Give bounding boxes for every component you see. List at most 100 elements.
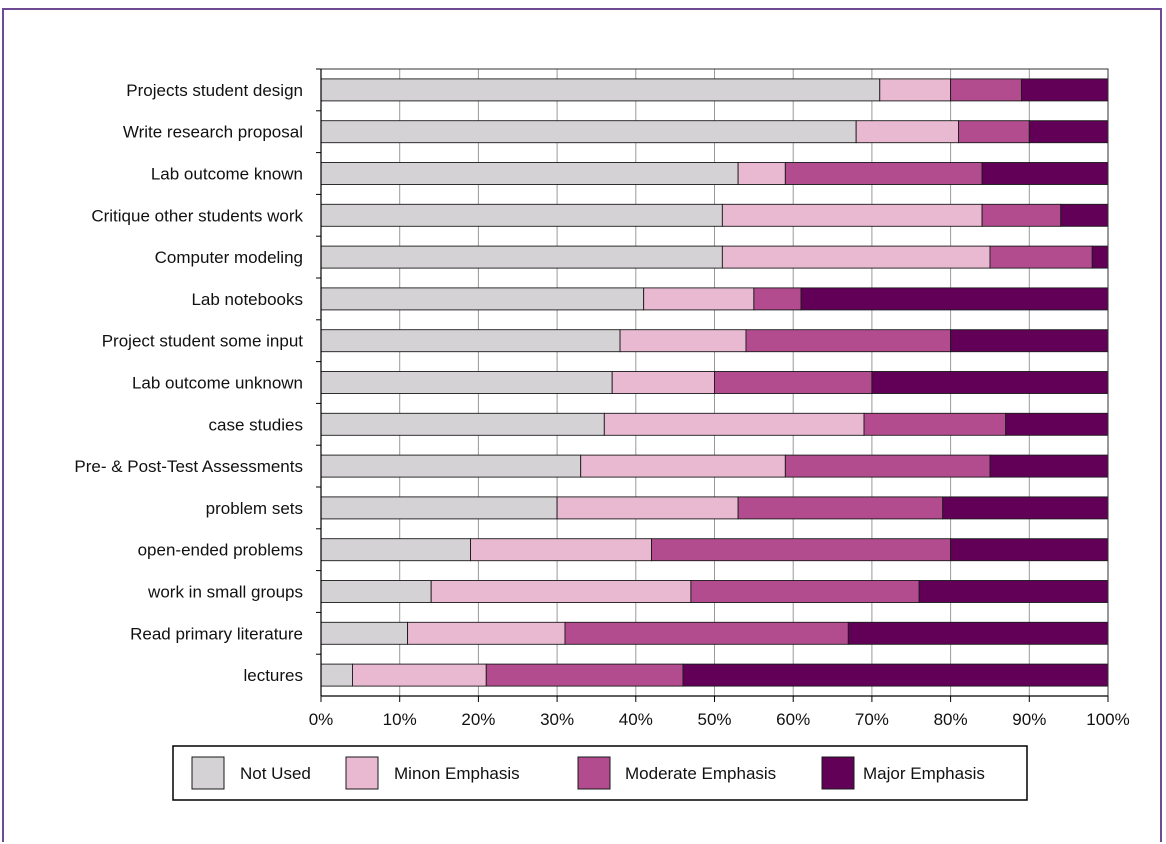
bar-segment [643, 287, 755, 311]
bar-segment [651, 538, 952, 562]
category-label: work in small groups [147, 583, 303, 602]
x-tick-label: 10% [383, 710, 417, 729]
legend-label: Major Emphasis [863, 764, 985, 783]
category-label: Pre- & Post-Test Assessments [74, 457, 303, 476]
bar-segment [690, 580, 920, 603]
bar-segment [320, 580, 432, 603]
bar-segment [320, 245, 723, 269]
bar-segment [320, 538, 471, 562]
category-label: Critique other students work [91, 206, 303, 225]
category-label: Lab notebooks [191, 290, 303, 309]
x-tick-label: 20% [461, 710, 495, 729]
x-tick-label: 60% [776, 710, 810, 729]
x-tick-label: 40% [619, 710, 653, 729]
bar-segment [320, 329, 621, 353]
bar-segment [603, 412, 865, 436]
bar-segment [320, 287, 645, 311]
bar-segment [1020, 78, 1109, 102]
legend-swatch [345, 756, 379, 790]
stacked-bar-chart: Projects student design Write research pr… [74, 68, 1130, 801]
bar-segment [320, 120, 857, 144]
bar-segment [989, 245, 1093, 269]
bar-segment [784, 454, 991, 478]
x-tick-label: 30% [540, 710, 574, 729]
bar-segment [714, 371, 873, 394]
category-label: Computer modeling [155, 248, 303, 267]
bar-segment [564, 621, 849, 645]
x-tick-label: 0% [309, 710, 334, 729]
bar-segment [430, 580, 692, 603]
bar-segment [1028, 120, 1109, 144]
bars [320, 78, 1109, 687]
legend-label: Minon Emphasis [394, 764, 520, 783]
bar-segment [721, 203, 983, 227]
legend-label: Not Used [240, 764, 311, 783]
bar-segment [753, 287, 802, 311]
bar-segment [485, 663, 684, 687]
bar-segment [784, 162, 983, 185]
bar-segment [847, 621, 1109, 645]
bar-segment [619, 329, 747, 353]
bar-segment [879, 78, 952, 102]
category-label: Read primary literature [130, 624, 303, 643]
x-tick-label: 70% [855, 710, 889, 729]
bar-segment [737, 496, 944, 520]
bar-segment [721, 245, 991, 269]
bar-segment [407, 621, 566, 645]
bar-segment [320, 663, 353, 687]
legend-swatch [821, 756, 855, 790]
bar-segment [863, 412, 1007, 436]
category-label: Lab outcome known [151, 165, 303, 184]
category-labels: Projects student design Write research pr… [74, 81, 303, 685]
legend-swatch [191, 756, 225, 790]
bar-segment [981, 162, 1109, 185]
category-label: Lab outcome unknown [132, 374, 303, 393]
bar-segment [800, 287, 1109, 311]
bar-segment [950, 329, 1109, 353]
bar-segment [470, 538, 652, 562]
bar-segment [1091, 245, 1109, 269]
bar-segment [737, 162, 786, 185]
x-tick-label: 80% [934, 710, 968, 729]
category-label: Project student some input [102, 332, 304, 351]
bar-segment [950, 538, 1109, 562]
legend: Not Used Minon Emphasis Moderate Emphasis M… [172, 745, 1028, 801]
bar-segment [556, 496, 739, 520]
legend-label: Moderate Emphasis [625, 764, 776, 783]
bar-segment [745, 329, 952, 353]
bar-segment [320, 162, 739, 185]
bar-segment [320, 78, 881, 102]
x-tick-label: 100% [1086, 710, 1129, 729]
bar-segment [871, 371, 1109, 394]
category-label: lectures [243, 666, 303, 685]
category-label: case studies [209, 415, 304, 434]
bar-segment [320, 371, 613, 394]
bar-segment [1060, 203, 1109, 227]
category-label: Write research proposal [123, 123, 303, 142]
x-tick-labels: 0% 10% 20% 30% 40% 50% 60% 70% 80% 90% 100% [309, 710, 1130, 729]
bar-segment [320, 412, 605, 436]
bar-segment [580, 454, 786, 478]
chart-frame: Projects student design Write research pr… [2, 8, 1162, 842]
bar-segment [320, 203, 723, 227]
bar-segment [611, 371, 715, 394]
bar-segment [942, 496, 1109, 520]
category-label: problem sets [206, 499, 303, 518]
bar-segment [352, 663, 487, 687]
axes [316, 68, 1109, 702]
bar-segment [682, 663, 1109, 687]
legend-swatch [577, 756, 611, 790]
bar-segment [320, 621, 409, 645]
bar-segment [958, 120, 1030, 144]
category-label: Projects student design [126, 81, 303, 100]
category-label: open-ended problems [138, 541, 303, 560]
bar-segment [320, 454, 582, 478]
bar-segment [989, 454, 1109, 478]
x-tick-label: 90% [1012, 710, 1046, 729]
bar-segment [981, 203, 1062, 227]
bar-segment [1005, 412, 1109, 436]
x-tick-label: 50% [697, 710, 731, 729]
bar-segment [950, 78, 1022, 102]
bar-segment [320, 496, 558, 520]
bar-segment [918, 580, 1109, 603]
